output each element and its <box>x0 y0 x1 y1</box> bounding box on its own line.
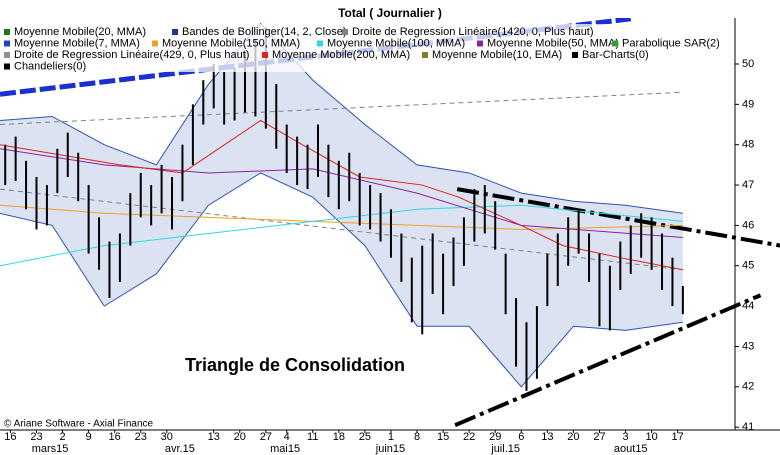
trend-line <box>0 91 683 126</box>
y-tick-label: 44 <box>742 300 754 312</box>
legend-swatch <box>612 40 618 47</box>
month-label: mars15 <box>32 443 69 455</box>
legend-swatch <box>4 52 10 58</box>
legend-label: Parabolique SAR(2) <box>622 37 720 49</box>
x-tick-label: 4 <box>284 431 290 443</box>
y-tick-label: 42 <box>742 381 754 393</box>
x-tick-label: 9 <box>86 431 92 443</box>
x-tick-label: 20 <box>567 431 579 443</box>
annotation: Triangle de Consolidation <box>185 355 405 375</box>
chart-title: Total ( Journalier ) <box>338 6 442 20</box>
bollinger-area <box>0 23 683 387</box>
moving-average <box>0 119 683 271</box>
y-tick-label: 41 <box>742 421 754 433</box>
x-tick-label: 27 <box>593 431 605 443</box>
x-tick-label: 16 <box>109 431 121 443</box>
bollinger-upper <box>0 22 683 214</box>
legend-swatch <box>4 29 10 35</box>
y-tick-label: 43 <box>742 340 754 352</box>
x-tick-label: 15 <box>437 431 449 443</box>
y-tick-label: 45 <box>742 260 754 272</box>
legend-label: Moyenne Mobile(200, MMA) <box>272 49 410 61</box>
x-tick-label: 3 <box>622 431 628 443</box>
legend: Moyenne Mobile(20, MMA) Bandes de Bolling… <box>2 24 732 72</box>
legend-swatch <box>4 63 10 70</box>
legend-label: Moyenne Mobile(20, MMA) <box>14 26 146 38</box>
month-label: mai15 <box>270 443 300 455</box>
y-tick-label: 46 <box>742 219 754 231</box>
y-tick-label: 47 <box>742 179 754 191</box>
x-tick-label: 22 <box>463 431 475 443</box>
moving-average <box>0 204 683 267</box>
month-label: avr.15 <box>165 443 195 455</box>
legend-swatch <box>152 40 158 47</box>
legend-label: Bar-Charts(0) <box>582 49 649 61</box>
x-tick-label: 13 <box>541 431 553 443</box>
legend-label: Moyenne Mobile(10, EMA) <box>432 49 562 61</box>
legend-swatch <box>172 29 178 35</box>
x-tick-label: 16 <box>4 431 16 443</box>
trend-line <box>0 188 683 271</box>
x-tick-label: 20 <box>234 431 246 443</box>
month-label: aout15 <box>614 443 648 455</box>
legend-label: Moyenne Mobile(100, MMA) <box>327 37 465 49</box>
legend-swatch <box>4 40 10 47</box>
legend-label: Moyenne Mobile(150, MMA) <box>162 37 300 49</box>
legend-label: Bandes de Bollinger(14, 2, Close) <box>182 26 346 38</box>
month-label: juil.15 <box>490 443 520 455</box>
x-tick-label: 2 <box>59 431 65 443</box>
x-tick-label: 29 <box>489 431 501 443</box>
legend-swatch <box>317 40 323 47</box>
x-tick-label: 8 <box>414 431 420 443</box>
x-tick-label: 25 <box>359 431 371 443</box>
legend-swatch <box>262 52 268 58</box>
legend-box <box>2 24 732 72</box>
legend-swatch <box>422 52 428 58</box>
month-label: juin15 <box>375 443 405 455</box>
bollinger-lower <box>0 172 683 388</box>
legend-swatch <box>477 40 483 47</box>
y-tick-label: 50 <box>742 58 754 70</box>
x-tick-label: 23 <box>30 431 42 443</box>
trend-line <box>456 187 780 248</box>
legend-label: Droite de Regression Linéaire(1420, 0, P… <box>352 26 594 38</box>
legend-label: Droite de Regression Linéaire(429, 0, Pl… <box>14 49 249 61</box>
x-tick-label: 1 <box>388 431 394 443</box>
legend-swatch <box>342 29 348 35</box>
legend-label: Moyenne Mobile(7, MMA) <box>14 37 140 49</box>
credit: © Ariane Software - Axial Finance <box>4 419 154 430</box>
x-tick-label: 6 <box>518 431 524 443</box>
x-tick-label: 18 <box>333 431 345 443</box>
x-tick-label: 27 <box>260 431 272 443</box>
legend-label: Moyenne Mobile(50, MMA) <box>487 37 619 49</box>
y-tick-label: 49 <box>742 98 754 110</box>
y-tick-label: 48 <box>742 139 754 151</box>
legend-label: Chandeliers(0) <box>14 60 86 72</box>
x-tick-label: 30 <box>161 431 173 443</box>
trend-line <box>454 293 762 427</box>
legend-swatch <box>572 52 578 58</box>
x-tick-label: 10 <box>645 431 657 443</box>
x-tick-label: 23 <box>135 431 147 443</box>
x-tick-label: 13 <box>208 431 220 443</box>
x-tick-label: 11 <box>307 431 318 443</box>
x-tick-label: 17 <box>672 431 684 443</box>
